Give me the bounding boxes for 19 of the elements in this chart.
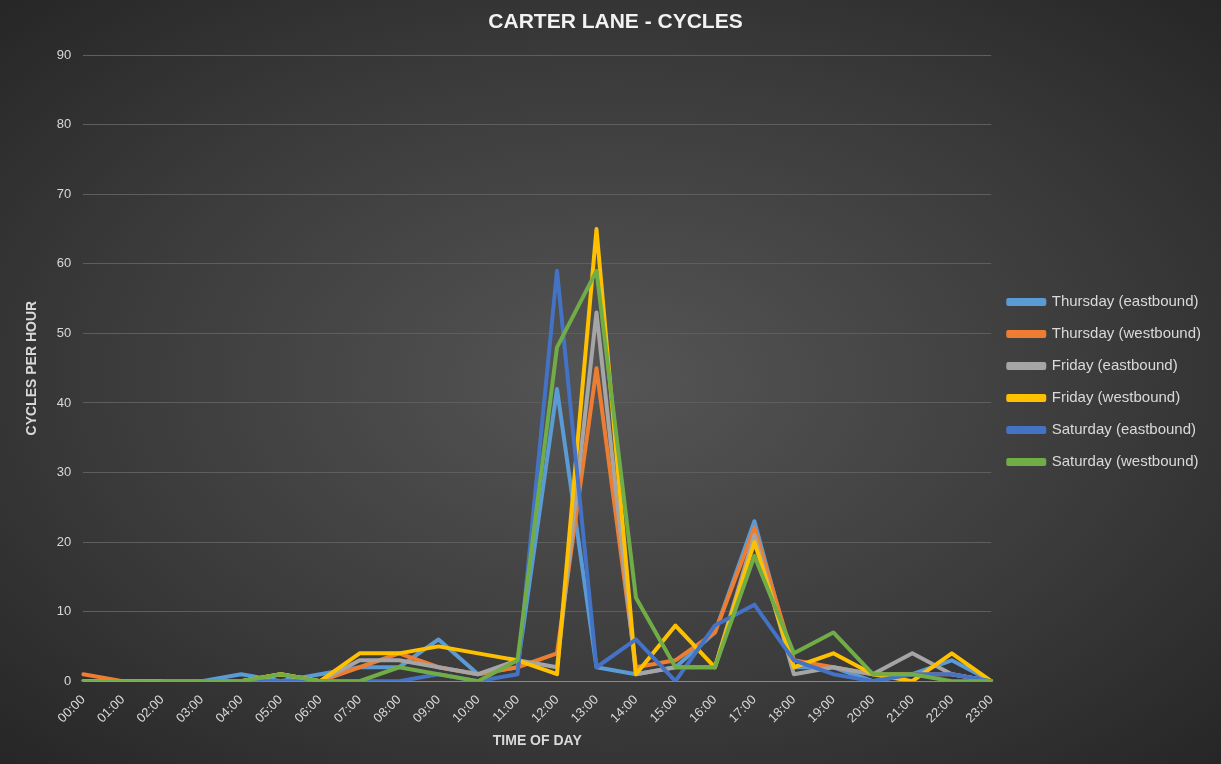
y-tick-label: 20 xyxy=(56,533,72,549)
y-tick-label: 50 xyxy=(56,324,72,340)
legend-label: Friday (eastbound) xyxy=(1051,356,1178,374)
y-tick-label: 40 xyxy=(56,394,72,410)
y-tick-label: 60 xyxy=(56,255,72,271)
legend-label: Thursday (eastbound) xyxy=(1051,292,1199,310)
x-axis-title: TIME OF DAY xyxy=(492,732,583,749)
chart-title: CARTER LANE - CYCLES xyxy=(488,9,743,33)
y-axis-title: CYCLES PER HOUR xyxy=(23,300,40,436)
y-tick-label: 80 xyxy=(56,116,72,132)
legend-label: Saturday (westbound) xyxy=(1051,452,1199,470)
y-tick-label: 10 xyxy=(56,603,72,619)
y-tick-label: 90 xyxy=(56,46,72,62)
legend-label: Thursday (westbound) xyxy=(1051,324,1202,342)
y-tick-label: 0 xyxy=(64,672,72,688)
y-tick-label: 70 xyxy=(56,185,72,201)
legend-label: Friday (westbound) xyxy=(1051,388,1181,406)
y-tick-label: 30 xyxy=(56,464,72,480)
legend-label: Saturday (eastbound) xyxy=(1051,420,1197,438)
